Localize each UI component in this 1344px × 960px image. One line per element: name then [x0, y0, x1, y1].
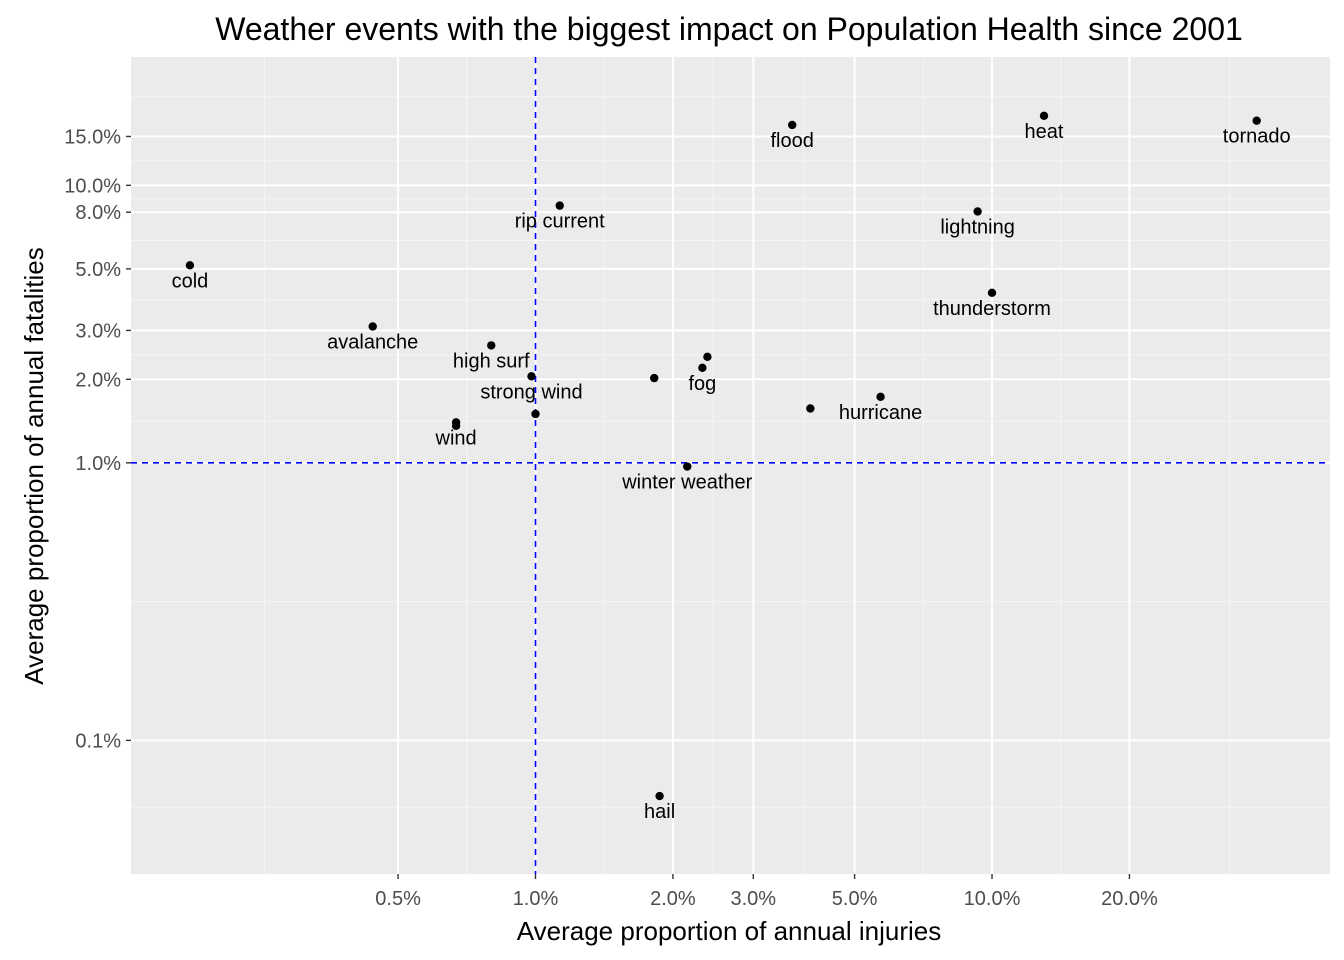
x-tick-label: 5.0% — [832, 888, 878, 910]
x-tick-label: 2.0% — [650, 888, 696, 910]
data-point-label: cold — [172, 270, 209, 292]
data-point-label: wind — [435, 427, 477, 449]
y-tick-label: 2.0% — [75, 369, 121, 391]
y-axis-title: Average proportion of annual fatalities — [19, 247, 49, 684]
data-point-label: heat — [1025, 121, 1064, 143]
data-point — [1252, 116, 1261, 125]
x-tick-label: 20.0% — [1101, 888, 1158, 910]
plot-panel — [131, 57, 1330, 874]
y-tick-label: 8.0% — [75, 202, 121, 224]
chart-title: Weather events with the biggest impact o… — [215, 11, 1243, 47]
data-point-labels: cold avalanche high surf wind strong wind rip… — [172, 121, 1291, 823]
data-point — [683, 462, 692, 471]
data-point-label: high surf — [453, 350, 530, 372]
data-point-label: strong wind — [480, 381, 582, 403]
x-tick-label: 10.0% — [964, 888, 1021, 910]
data-point-label: hurricane — [839, 402, 922, 424]
data-points — [185, 111, 1261, 801]
data-point-label: flood — [771, 130, 814, 152]
data-point-label: tornado — [1223, 126, 1291, 148]
grid-lines — [131, 57, 1330, 874]
x-axis-title: Average proportion of annual injuries — [517, 916, 941, 946]
data-point-label: fog — [688, 373, 716, 395]
y-tick-label: 10.0% — [64, 175, 121, 197]
data-point-label: hail — [644, 801, 675, 823]
data-point — [787, 120, 797, 130]
y-tick-label: 15.0% — [64, 126, 121, 148]
data-point — [650, 373, 659, 383]
data-point — [185, 261, 195, 270]
data-point-label: rip current — [515, 211, 605, 233]
data-point — [555, 201, 564, 210]
y-axis-ticks: 0.1% 1.0% 2.0% 3.0% 5.0% 8.0% 10.0% 15.0% — [64, 126, 131, 752]
data-point — [368, 322, 377, 331]
y-tick-label: 3.0% — [75, 320, 121, 342]
data-point — [527, 372, 536, 381]
data-point-label: avalanche — [327, 331, 418, 353]
data-point-label: winter weather — [621, 472, 752, 494]
y-tick-label: 0.1% — [75, 730, 121, 752]
data-point-label: lightning — [940, 216, 1015, 238]
data-point — [876, 392, 885, 401]
data-point — [655, 791, 664, 801]
data-point — [487, 341, 496, 350]
data-point-label: thunderstorm — [933, 298, 1051, 320]
data-point — [806, 404, 815, 413]
x-axis-ticks: 0.5% 1.0% 2.0% 3.0% 5.0% 10.0% 20.0% — [375, 874, 1158, 910]
y-tick-label: 5.0% — [75, 259, 121, 281]
reference-lines — [131, 57, 1330, 874]
x-tick-label: 3.0% — [731, 888, 777, 910]
data-point — [531, 409, 540, 419]
data-point — [987, 288, 997, 297]
data-point — [451, 421, 461, 430]
x-tick-label: 1.0% — [513, 888, 559, 910]
y-tick-label: 1.0% — [75, 453, 121, 475]
data-point — [698, 363, 707, 373]
x-tick-label: 0.5% — [375, 888, 421, 910]
data-point — [973, 207, 982, 216]
data-point — [1039, 111, 1049, 121]
data-point — [703, 352, 712, 362]
